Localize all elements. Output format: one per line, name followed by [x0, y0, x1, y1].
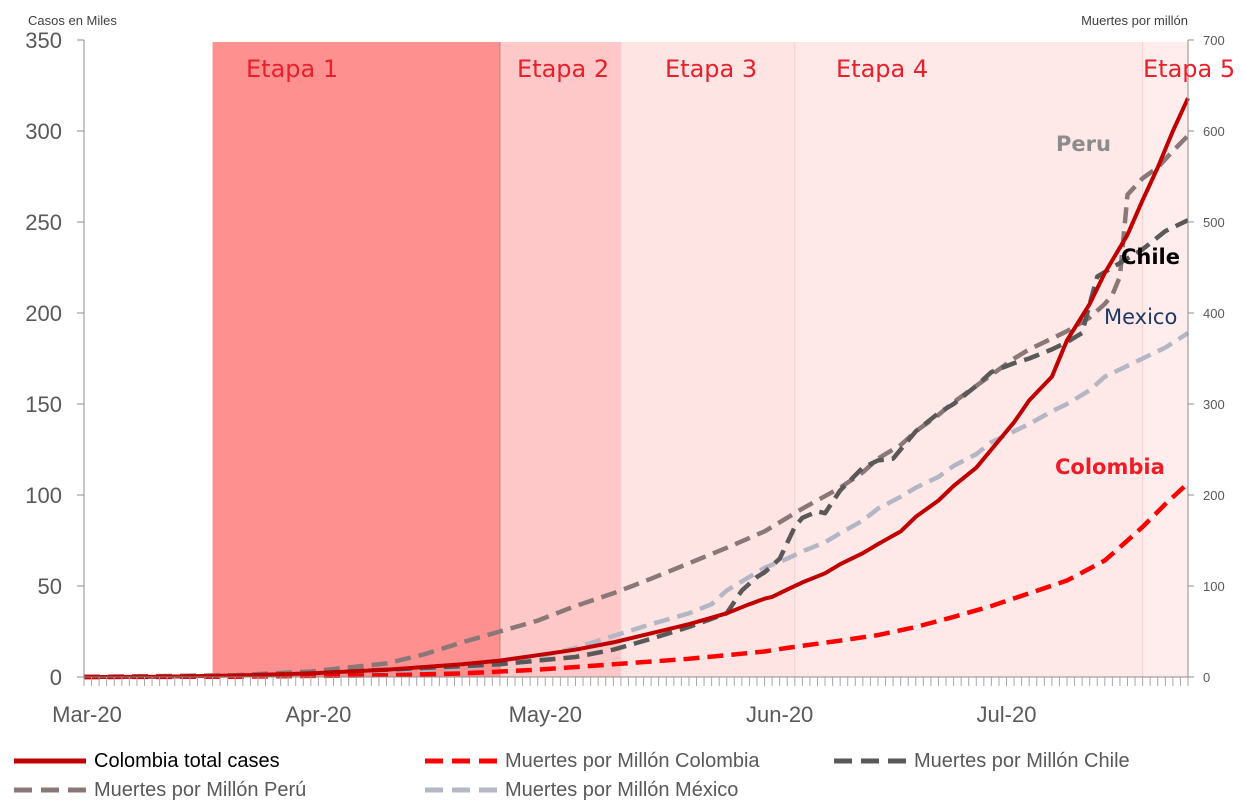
stage-label-3: Etapa 3: [665, 55, 757, 83]
tick-labels: 0 50 100 150 200 250 300 350 0 100 200 300 400 500 600…: [25, 28, 1224, 727]
axes: [77, 39, 1194, 686]
stage-label-1: Etapa 1: [246, 55, 338, 83]
annotation-colombia: Colombia: [1055, 455, 1165, 479]
y-left-tick-label: 150: [25, 392, 62, 417]
x-tick-label: Mar-20: [52, 702, 122, 727]
legend-item-deaths-peru: Muertes por Millón Perú: [12, 777, 306, 803]
stage-bands: [212, 42, 1188, 677]
stage-band-1: [212, 42, 500, 677]
x-tick-label: Jul-20: [977, 702, 1037, 727]
series-line-3: [83, 218, 1189, 680]
legend-swatch-dashed-dark: [834, 758, 906, 764]
series-line-1: [83, 97, 1190, 679]
x-tick-label: Apr-20: [285, 702, 351, 727]
y-right-tick-label: 200: [1203, 488, 1225, 503]
x-tick-label: May-20: [509, 702, 582, 727]
x-tick-label: Jun-20: [746, 702, 813, 727]
series-line-5: [83, 331, 1190, 680]
series-lines: [83, 97, 1190, 680]
legend-swatch-solid-red: [14, 758, 86, 764]
legend-item-deaths-mexico: Muertes por Millón México: [423, 777, 738, 803]
chart: 0 50 100 150 200 250 300 350 0 100 200 300 400 500 600…: [25, 13, 1235, 727]
y-left-tick-label: 250: [25, 210, 62, 235]
stage-label-5: Etapa 5: [1143, 55, 1235, 83]
legend-item-colombia-cases: Colombia total cases: [12, 748, 280, 774]
annotation-chile: Chile: [1121, 245, 1180, 269]
y-left-tick-label: 100: [25, 483, 62, 508]
stage-band-2: [499, 42, 621, 677]
y-right-tick-label: 500: [1203, 215, 1225, 230]
series-annotations: Peru Chile Mexico Colombia: [1055, 132, 1180, 479]
annotation-mexico: Mexico: [1104, 305, 1177, 329]
stage-label-2: Etapa 2: [517, 55, 609, 83]
y-right-tick-label: 700: [1203, 33, 1225, 48]
legend: Colombia total cases Muertes por Millón …: [0, 744, 1243, 805]
y-left-tick-label: 350: [25, 28, 62, 53]
y-right-tick-label: 600: [1203, 124, 1225, 139]
stage-band-5: [1142, 42, 1188, 677]
legend-label: Muertes por Millón México: [505, 778, 739, 801]
annotation-peru: Peru: [1056, 132, 1111, 156]
y-left-tick-label: 300: [25, 119, 62, 144]
y-left-tick-label: 50: [38, 574, 62, 599]
y-left-tick-label: 0: [50, 665, 62, 690]
legend-swatch-dashed-red: [425, 758, 497, 764]
legend-swatch-dashed-lightgray: [425, 787, 497, 793]
legend-item-deaths-colombia: Muertes por Millón Colombia: [423, 748, 760, 774]
legend-item-deaths-chile: Muertes por Millón Chile: [832, 748, 1130, 774]
y-axis-left-title: Casos en Miles: [28, 13, 117, 28]
series-line-4: [83, 134, 1190, 680]
y-right-tick-label: 0: [1203, 670, 1210, 685]
legend-label: Colombia total cases: [94, 749, 280, 772]
stage-labels: Etapa 1 Etapa 2 Etapa 3 Etapa 4 Etapa 5: [246, 55, 1235, 83]
y-right-tick-label: 400: [1203, 306, 1225, 321]
series-line-2: [83, 481, 1190, 680]
legend-label: Muertes por Millón Colombia: [505, 749, 760, 772]
stage-label-4: Etapa 4: [836, 55, 928, 83]
y-axis-right-title: Muertes por millón: [1081, 13, 1188, 28]
legend-label: Muertes por Millón Chile: [914, 749, 1130, 772]
legend-swatch-dashed-brown: [14, 787, 86, 793]
legend-label: Muertes por Millón Perú: [94, 778, 307, 801]
y-right-tick-label: 300: [1203, 397, 1225, 412]
y-right-tick-label: 100: [1203, 579, 1225, 594]
y-left-tick-label: 200: [25, 301, 62, 326]
